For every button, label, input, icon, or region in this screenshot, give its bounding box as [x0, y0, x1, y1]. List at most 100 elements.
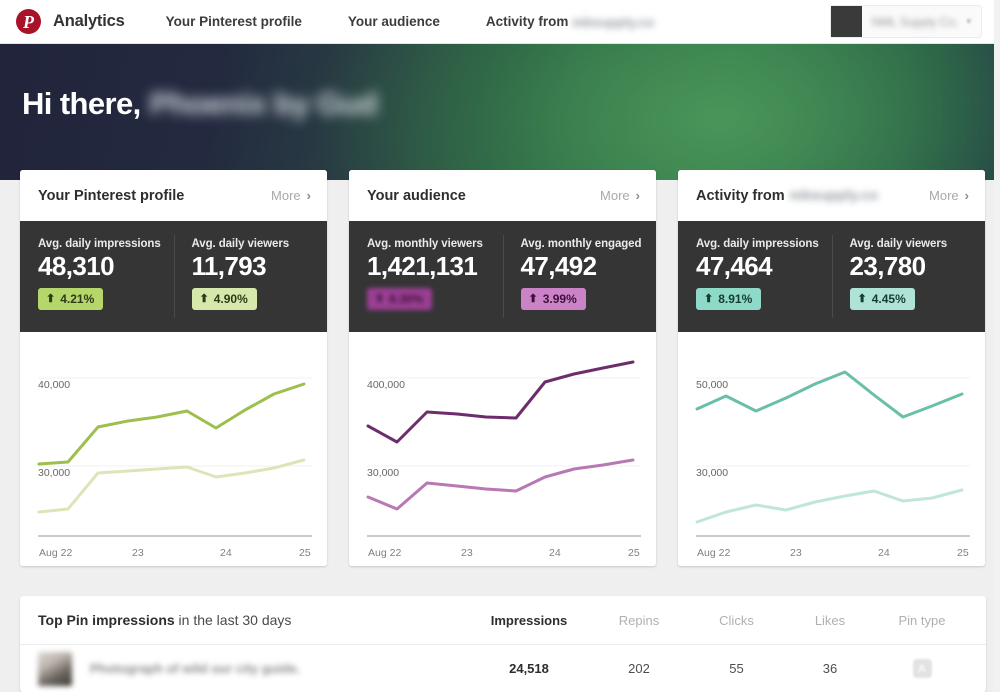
- cell-impressions: 24,518: [509, 661, 549, 676]
- hero-banner: Hi there, Phoenix by Gud: [0, 44, 1000, 180]
- stat-block: Avg. monthly engaged 47,492 ⬆ 3.99%: [502, 221, 657, 332]
- chart-your-pinterest-profile: 40,000 30,000 Aug 22 23 24 25: [20, 332, 327, 566]
- arrow-up-icon: ⬆: [704, 292, 714, 305]
- delta-value: 4.45%: [871, 292, 906, 307]
- scrollbar-track[interactable]: [994, 0, 1000, 692]
- cell-clicks: 55: [729, 661, 744, 676]
- line-chart-svg: 400,000 30,000 Aug 22 23 24 25: [366, 360, 641, 559]
- y-tick-label: 30,000: [696, 467, 728, 479]
- stat-label: Avg. daily impressions: [38, 238, 161, 250]
- nav-links: Your Pinterest profile Your audience Act…: [166, 14, 655, 30]
- y-tick-label: 30,000: [38, 467, 70, 479]
- top-pins-table: Top Pin impressions in the last 30 days …: [20, 596, 986, 692]
- table-title-rest: in the last 30 days: [174, 612, 292, 628]
- nav-link-activity-from[interactable]: Activity from mbsupply.co: [486, 14, 655, 30]
- x-tick-label: 23: [461, 547, 473, 559]
- arrow-up-icon: ⬆: [46, 292, 56, 305]
- cell-repins: 202: [628, 661, 650, 676]
- delta-badge: ⬆ 8.91%: [696, 288, 762, 311]
- x-tick-label: 25: [299, 547, 311, 559]
- card-title: Your audience: [367, 188, 466, 204]
- app-title: Analytics: [53, 12, 125, 30]
- chart-your-audience: 400,000 30,000 Aug 22 23 24 25: [349, 332, 656, 566]
- card-title-domain: mbsupply.co: [789, 187, 878, 204]
- cell-pin-type: A: [876, 659, 968, 678]
- stat-block: Avg. daily impressions 48,310 ⬆ 4.21%: [20, 221, 174, 332]
- column-header-repins[interactable]: Repins: [618, 612, 660, 628]
- y-tick-label: 400,000: [367, 379, 405, 391]
- pinterest-logo-icon[interactable]: P: [16, 9, 41, 34]
- stat-value: 47,464: [696, 251, 773, 281]
- page-title: Hi there, Phoenix by Gud: [22, 86, 378, 122]
- delta-value: 8.91%: [718, 292, 753, 307]
- stat-value: 1,421,131: [367, 251, 478, 281]
- more-link[interactable]: More ›: [929, 188, 969, 203]
- table-title-bold: Top Pin impressions: [38, 612, 175, 628]
- column-header-pin-type[interactable]: Pin type: [898, 612, 946, 628]
- more-label: More: [929, 188, 959, 203]
- nav-link-your-pinterest-profile[interactable]: Your Pinterest profile: [165, 14, 302, 29]
- delta-value: 8.30%: [389, 292, 424, 307]
- card-stats: Avg. monthly viewers 1,421,131 ⬆ 8.30% A…: [349, 221, 656, 332]
- delta-badge: ⬆ 8.30%: [367, 288, 433, 311]
- cell-likes: 36: [822, 661, 838, 676]
- card-your-pinterest-profile: Your Pinterest profile More › Avg. daily…: [20, 170, 327, 566]
- arrow-up-icon: ⬆: [528, 292, 538, 305]
- series-monthly-engaged: [366, 458, 635, 511]
- x-tick-label: 25: [628, 547, 640, 559]
- column-header-likes[interactable]: Likes: [814, 612, 846, 628]
- summary-cards: Your Pinterest profile More › Avg. daily…: [20, 170, 986, 566]
- card-your-audience: Your audience More › Avg. monthly viewer…: [349, 170, 656, 566]
- more-link[interactable]: More ›: [600, 188, 640, 203]
- stat-label: Avg. daily viewers: [191, 238, 290, 250]
- delta-badge: ⬆ 4.45%: [849, 288, 915, 311]
- chevron-right-icon: ›: [964, 188, 969, 203]
- pin-thumbnail[interactable]: [38, 651, 72, 686]
- card-title-text: Activity from: [696, 187, 785, 204]
- x-tick-label: Aug 22: [368, 547, 401, 559]
- pin-title[interactable]: Photograph of wild our city guide.: [90, 661, 301, 676]
- account-menu[interactable]: NML Supply Co. ▾: [829, 5, 982, 38]
- stat-block: Avg. daily viewers 23,780 ⬆ 4.45%: [831, 221, 986, 332]
- stat-label: Avg. monthly engaged: [520, 238, 642, 250]
- arrow-up-icon: ⬆: [857, 292, 867, 305]
- more-label: More: [600, 188, 630, 203]
- arrow-up-icon: ⬆: [375, 292, 385, 305]
- card-stats: Avg. daily impressions 47,464 ⬆ 8.91% Av…: [678, 221, 985, 332]
- table-column-headers: Impressions Repins Clicks Likes Pin type: [469, 613, 968, 628]
- x-tick-label: Aug 22: [697, 547, 730, 559]
- card-title: Your Pinterest profile: [38, 188, 184, 204]
- delta-value: 3.99%: [542, 292, 577, 307]
- greeting-text: Hi there,: [22, 86, 141, 121]
- series-impressions: [695, 370, 964, 419]
- y-tick-label: 50,000: [696, 379, 728, 391]
- table-row[interactable]: Photograph of wild our city guide. 24,51…: [20, 645, 986, 692]
- brand-area[interactable]: P Analytics: [0, 9, 125, 34]
- table-title: Top Pin impressions in the last 30 days: [38, 612, 291, 628]
- chevron-down-icon[interactable]: ▾: [966, 16, 971, 26]
- stat-label: Avg. monthly viewers: [367, 238, 483, 250]
- chart-activity-from-site: 50,000 30,000 Aug 22 23 24 25: [678, 332, 985, 566]
- x-tick-label: 23: [790, 547, 802, 559]
- stat-value: 23,780: [849, 251, 927, 281]
- x-tick-label: 24: [878, 547, 890, 559]
- x-tick-label: Aug 22: [39, 547, 72, 559]
- card-header: Activity from mbsupply.co More ›: [678, 170, 985, 221]
- nav-link-your-audience[interactable]: Your audience: [347, 14, 440, 29]
- article-pin-icon: A: [912, 659, 932, 678]
- x-tick-label: 24: [549, 547, 561, 559]
- column-header-impressions[interactable]: Impressions: [490, 612, 568, 628]
- more-link[interactable]: More ›: [271, 188, 311, 203]
- line-chart-svg: 40,000 30,000 Aug 22 23 24 25: [37, 377, 312, 559]
- more-label: More: [271, 188, 301, 203]
- card-stats: Avg. daily impressions 48,310 ⬆ 4.21% Av…: [20, 221, 327, 332]
- delta-value: 4.90%: [213, 292, 248, 307]
- chevron-right-icon: ›: [635, 188, 640, 203]
- stat-value: 48,310: [38, 251, 115, 281]
- series-impressions: [37, 382, 306, 466]
- stat-block: Avg. daily impressions 47,464 ⬆ 8.91%: [678, 221, 832, 332]
- nav-activity-label: Activity from: [485, 13, 573, 29]
- table-header: Top Pin impressions in the last 30 days …: [20, 596, 986, 645]
- column-header-clicks[interactable]: Clicks: [719, 612, 754, 628]
- arrow-up-icon: ⬆: [199, 292, 209, 305]
